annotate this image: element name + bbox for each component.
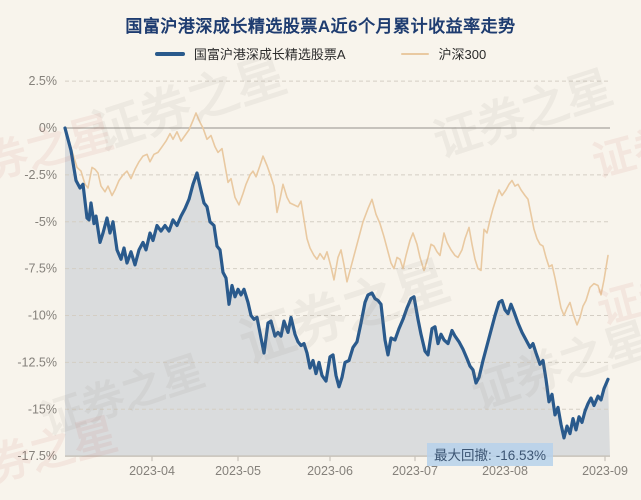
svg-text:2023-07: 2023-07 [392,464,438,478]
svg-text:0%: 0% [39,121,57,135]
max-drawdown-value: -16.53% [495,448,547,463]
svg-text:2023-08: 2023-08 [482,464,528,478]
svg-text:-17.5%: -17.5% [17,449,57,463]
svg-text:-15%: -15% [28,402,57,416]
fund-legend-label: 国富沪港深成长精选股票A [193,47,346,62]
svg-text:2023-06: 2023-06 [307,464,353,478]
chart-title: 国富沪港深成长精选股票A近6个月累计收益率走势 [125,17,516,36]
index-line-swatch [401,52,430,55]
svg-text:2023-04: 2023-04 [129,464,175,478]
svg-text:2.5%: 2.5% [29,74,58,88]
max-drawdown-badge: 最大回撤: -16.53% [427,443,554,466]
svg-text:-5%: -5% [35,215,57,229]
legend-item-index[interactable]: 沪深300 [401,44,486,63]
svg-text:2023-09: 2023-09 [582,464,628,478]
legend-item-fund[interactable]: 国富沪港深成长精选股票A [154,44,346,63]
fund-line-swatch [154,51,185,56]
svg-text:2023-05: 2023-05 [215,464,261,478]
chart-canvas[interactable]: 2.5% 0% -2.5% -5% -7.5% -10% -12.5% -15% -17.5% 2… [0,70,641,500]
chart-legend: 国富沪港深成长精选股票A 沪深300 [0,44,641,63]
svg-text:-12.5%: -12.5% [17,355,57,369]
index-legend-label: 沪深300 [438,47,487,62]
svg-text:-2.5%: -2.5% [24,168,57,182]
max-drawdown-label: 最大回撤: [434,448,492,463]
svg-text:-10%: -10% [28,309,57,323]
svg-text:-7.5%: -7.5% [24,262,57,276]
